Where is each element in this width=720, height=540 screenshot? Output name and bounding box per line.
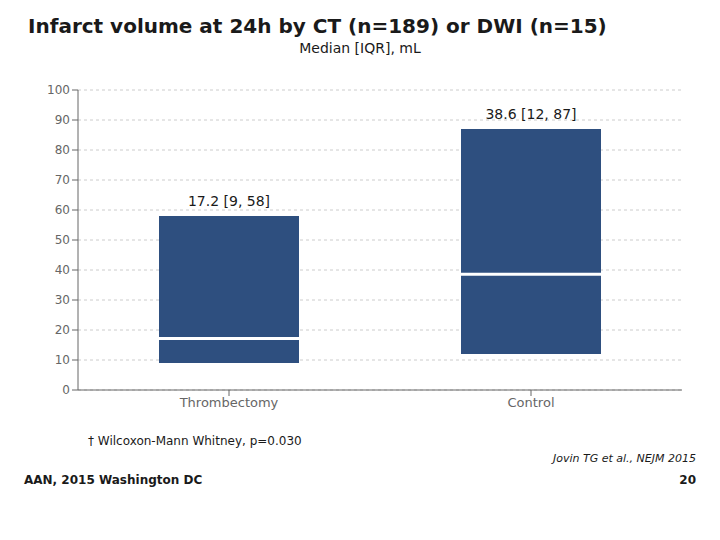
html-text:Jovin TG et al., NEJM 2015: Jovin TG et al., NEJM 2015	[553, 452, 696, 465]
svg-text:38.6 [12, 87]: 38.6 [12, 87]	[485, 106, 576, 122]
svg-text:20: 20	[55, 323, 70, 337]
svg-text:80: 80	[55, 143, 70, 157]
svg-text:70: 70	[55, 173, 70, 187]
svg-text:100: 100	[47, 83, 70, 97]
html-text:AAN, 2015 Washington DC: AAN, 2015 Washington DC	[24, 473, 203, 487]
svg-text:Thrombectomy: Thrombectomy	[179, 395, 279, 410]
svg-text:17.2 [9, 58]: 17.2 [9, 58]	[188, 193, 270, 209]
svg-text:Control: Control	[508, 395, 555, 410]
html-text:20: 20	[679, 473, 696, 487]
html-text:† Wilcoxon-Mann Whitney, p=0.0: † Wilcoxon-Mann Whitney, p=0.030	[88, 434, 302, 448]
svg-text:50: 50	[55, 233, 70, 247]
svg-text:90: 90	[55, 113, 70, 127]
svg-text:60: 60	[55, 203, 70, 217]
svg-text:40: 40	[55, 263, 70, 277]
svg-text:10: 10	[55, 353, 70, 367]
svg-text:30: 30	[55, 293, 70, 307]
html-text:Infarct volume at 24h by CT (n: Infarct volume at 24h by CT (n=189) or D…	[28, 14, 607, 38]
svg-text:0: 0	[62, 383, 70, 397]
html-text:Median [IQR], mL: Median [IQR], mL	[299, 40, 421, 56]
